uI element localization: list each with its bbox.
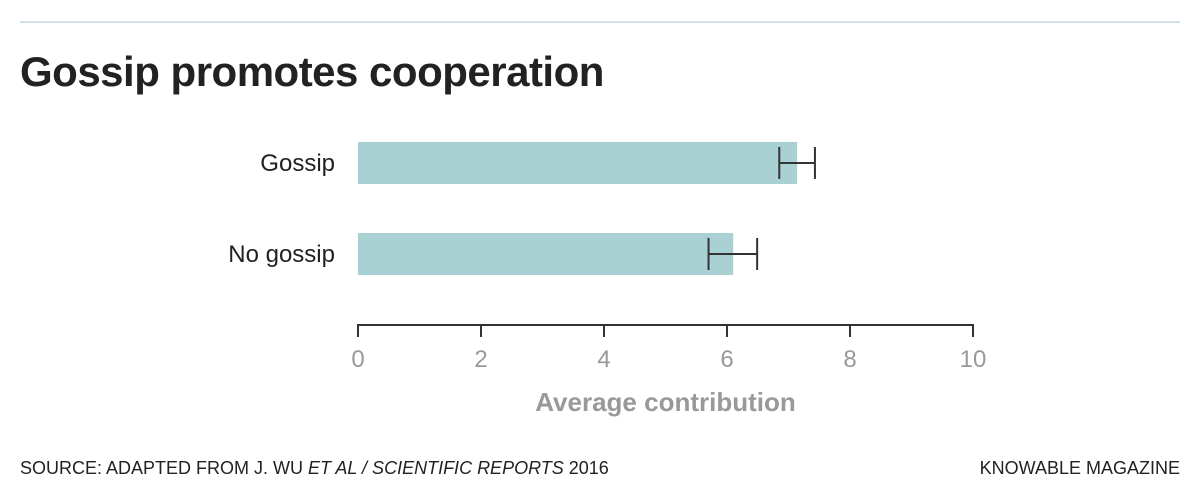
source-credit: SOURCE: ADAPTED FROM J. WU ET AL / SCIEN… [20,458,609,479]
top-rule [20,21,1180,23]
x-axis-label: Average contribution [535,387,796,417]
category-label: Gossip [260,150,335,177]
bar [358,142,798,184]
x-tick-label: 0 [351,346,364,373]
x-tick-label: 4 [597,346,610,373]
x-tick-label: 8 [843,346,856,373]
x-tick-label: 6 [720,346,733,373]
source-italic: ET AL / SCIENTIFIC REPORTS [308,458,564,478]
chart-title: Gossip promotes cooperation [20,48,604,95]
x-tick-label: 10 [960,346,987,373]
bar [358,233,734,275]
source-suffix: 2016 [563,458,609,478]
x-tick-label: 2 [474,346,487,373]
brand-label: KNOWABLE MAGAZINE [979,458,1180,478]
category-label: No gossip [228,241,335,268]
source-prefix: SOURCE: ADAPTED FROM J. WU [20,458,309,478]
